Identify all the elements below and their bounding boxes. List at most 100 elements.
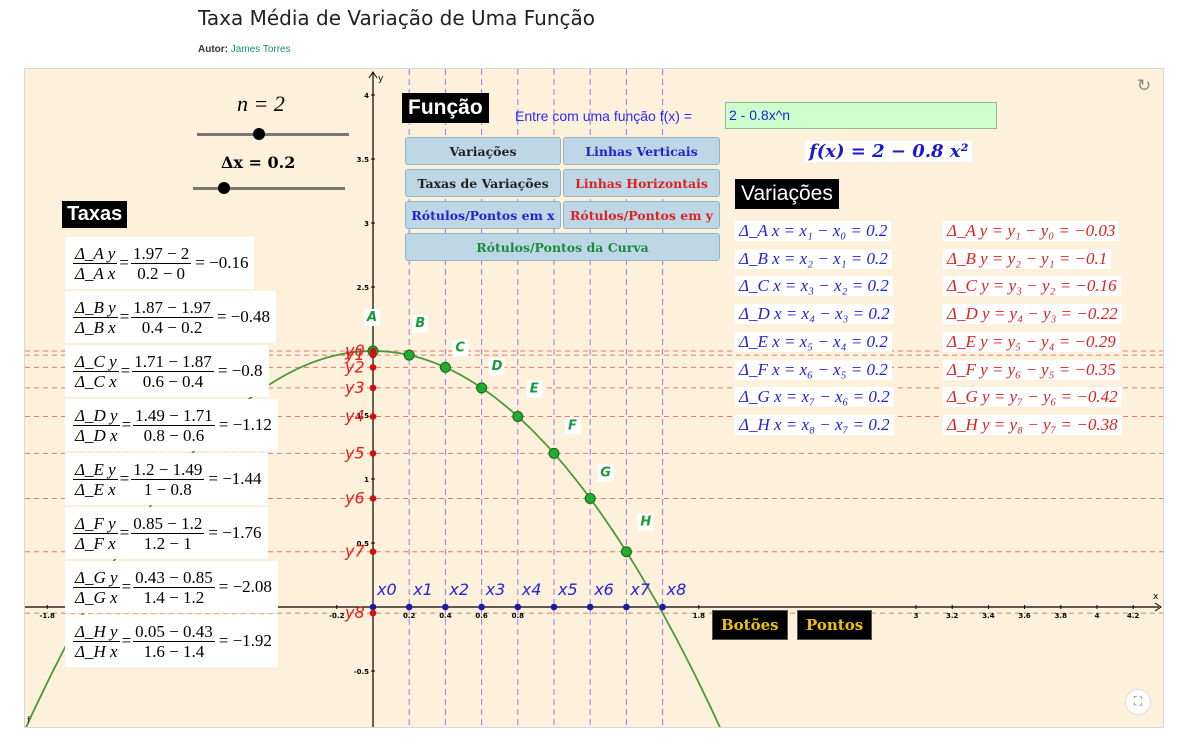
y-axis-point xyxy=(369,351,377,359)
rate-value: = −0.16 xyxy=(195,253,249,272)
dx-variation: Δ_G x = x₇ − x₆ = 0.2 xyxy=(735,387,894,408)
rate-dy: Δ_F y xyxy=(73,513,118,534)
rate-row: Δ_E y Δ_E x = 1.2 − 1.49 1 − 0.8 = −1.44 xyxy=(65,453,268,505)
rate-dx: Δ_E x xyxy=(75,479,116,499)
rate-delta-fraction: Δ_G y Δ_G x xyxy=(73,568,120,607)
rotulos-curva-button[interactable]: Rótulos/Pontos da Curva xyxy=(405,233,720,261)
taxas-de-variacoes-button[interactable]: Taxas de Variações xyxy=(405,169,561,197)
x-axis-point xyxy=(623,603,630,611)
rotulos-x-button[interactable]: Rótulos/Pontos em x xyxy=(405,201,561,229)
rate-row: Δ_C y Δ_C x = 1.71 − 1.87 0.6 − 0.4 = −0.8 xyxy=(65,345,269,397)
x-point-label: x2 xyxy=(448,580,469,599)
dy-variation: Δ_A y = y₁ − y₀ = −0.03 xyxy=(943,221,1120,241)
y-point-label: y0 xyxy=(344,341,365,360)
botoes-button[interactable]: Botões xyxy=(712,610,788,640)
dy-variation: Δ_C y = y₃ − y₂ = −0.16 xyxy=(943,276,1121,297)
rate-numerator: 1.97 − 2 xyxy=(130,243,192,264)
curve-point-label: B xyxy=(415,316,425,331)
rate-dy: Δ_A y xyxy=(73,243,118,264)
rate-value-fraction: 1.71 − 1.87 0.6 − 0.4 xyxy=(132,352,214,391)
curve-point-label: D xyxy=(492,359,503,374)
x-point-label: x8 xyxy=(666,580,687,599)
variacoes-button[interactable]: Variações xyxy=(405,137,561,165)
x-point-label: x1 xyxy=(412,580,433,599)
rate-delta-fraction: Δ_E y Δ_E x xyxy=(73,460,118,499)
rate-denominator: 0.2 − 0 xyxy=(137,263,186,283)
rate-value-fraction: 0.85 − 1.2 1.2 − 1 xyxy=(131,513,205,553)
y-tick-label: 1 xyxy=(364,476,369,484)
dy-variation: Δ_G y = y₇ − y₆ = −0.42 xyxy=(943,387,1122,408)
x-tick-label: 3.6 xyxy=(1018,612,1031,620)
dx-variation: Δ_A x = x₁ − x₀ = 0.2 xyxy=(735,221,892,241)
pontos-button[interactable]: Pontos xyxy=(797,610,873,640)
function-formula: f(x) = 2 − 0.8 x² xyxy=(805,141,973,162)
function-input[interactable]: 2 - 0.8x^n xyxy=(725,102,997,129)
dy-variation: Δ_H y = y₈ − y₇ = −0.38 xyxy=(943,414,1122,435)
dx-slider-handle[interactable] xyxy=(218,182,230,194)
rate-denominator: 1.6 − 1.4 xyxy=(143,641,205,661)
rate-delta-fraction: Δ_H y Δ_H x xyxy=(73,622,120,661)
linhas-verticais-button[interactable]: Linhas Verticais xyxy=(563,137,720,165)
equals-sign: = xyxy=(119,253,129,272)
curve-point xyxy=(403,349,415,361)
point-label-bg xyxy=(597,464,614,482)
x-axis-point xyxy=(514,603,522,611)
y-axis-label: y xyxy=(378,74,384,84)
dy-variation: Δ_B y = y₂ − y₁ = −0.1 xyxy=(943,248,1112,269)
y-point-label: y5 xyxy=(344,443,365,462)
x-tick-label: 0.2 xyxy=(403,612,416,620)
reset-icon[interactable]: ↻ xyxy=(1136,76,1152,96)
y-point-label: y6 xyxy=(344,488,365,507)
page-title: Taxa Média de Variação de Uma Função xyxy=(198,6,596,30)
dx-variation: Δ_C x = x₃ − x₂ = 0.2 xyxy=(735,276,893,297)
y-point-label: y2 xyxy=(344,357,365,376)
rate-value-fraction: 1.97 − 2 0.2 − 0 xyxy=(130,243,192,283)
rate-row: Δ_F y Δ_F x = 0.85 − 1.2 1.2 − 1 = −1.76 xyxy=(65,507,268,559)
x-axis-point xyxy=(405,603,413,611)
point-label-bg xyxy=(452,339,469,357)
linhas-horizontais-button[interactable]: Linhas Horizontais xyxy=(563,169,720,197)
rotulos-y-button[interactable]: Rótulos/Pontos em y xyxy=(563,201,720,229)
author-name[interactable]: James Torres xyxy=(230,44,291,55)
dx-slider-track[interactable] xyxy=(193,187,345,190)
dx-slider-label: Δx = 0.2 xyxy=(221,153,296,172)
x-tick-label: -0.2 xyxy=(329,612,344,620)
x-point-label: x3 xyxy=(485,580,506,599)
rate-dy: Δ_D y xyxy=(73,405,120,426)
y-tick-label: 1.5 xyxy=(357,412,370,420)
author-label: Autor: xyxy=(198,44,228,55)
x-tick-label: 0.4 xyxy=(439,612,452,620)
x-point-label: x5 xyxy=(557,580,578,599)
x-point-label: x6 xyxy=(593,580,614,599)
rate-delta-fraction: Δ_D y Δ_D x xyxy=(73,406,120,445)
dx-variation: Δ_D x = x₄ − x₃ = 0.2 xyxy=(735,304,894,325)
equals-sign: = xyxy=(121,631,132,650)
rate-dx: Δ_D x xyxy=(75,425,118,445)
rate-value: = −1.76 xyxy=(208,523,262,542)
y-axis-point xyxy=(369,384,377,392)
y-axis-arrow xyxy=(368,71,378,79)
x-axis-label: x xyxy=(1153,592,1159,602)
equals-sign: = xyxy=(119,469,130,488)
point-label-bg xyxy=(637,513,654,531)
rate-numerator: 0.85 − 1.2 xyxy=(131,513,205,534)
function-input-label: Entre com uma função f(x) = xyxy=(515,108,693,124)
rate-denominator: 0.6 − 0.4 xyxy=(142,371,204,391)
rate-value: = −1.12 xyxy=(218,415,272,434)
dy-variation: Δ_D y = y₄ − y₃ = −0.22 xyxy=(943,304,1122,325)
rate-denominator: 1 − 0.8 xyxy=(143,479,192,499)
funcao-label: Função xyxy=(402,93,489,123)
rate-dy: Δ_C y xyxy=(73,351,119,372)
x-axis-point xyxy=(659,603,666,611)
n-slider-handle[interactable] xyxy=(253,128,265,140)
curve-point xyxy=(439,361,451,373)
fullscreen-icon[interactable]: ⛶ xyxy=(1125,689,1151,715)
y-point-label: y4 xyxy=(344,407,365,426)
point-label-bg xyxy=(526,380,543,398)
rate-denominator: 0.8 − 0.6 xyxy=(143,425,205,445)
x-axis-arrow xyxy=(1154,602,1162,612)
rate-numerator: 1.49 − 1.71 xyxy=(133,405,215,426)
rate-value: = −1.44 xyxy=(208,469,262,488)
n-slider-track[interactable] xyxy=(197,133,349,136)
geogebra-applet[interactable]: x y -1.8 -0.2 0.2 0.4 0.6 0.8 1.8 3 3.2 3.4 3.6 3.8 4 4… xyxy=(24,68,1164,728)
